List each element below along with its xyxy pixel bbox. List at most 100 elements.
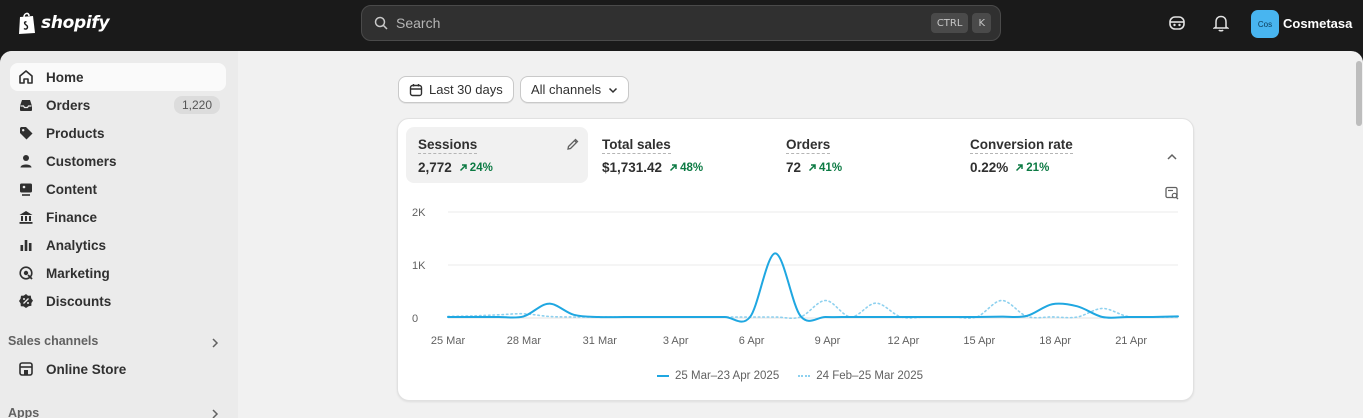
metric-delta-value: 24% <box>469 161 493 174</box>
x-tick-label: 3 Apr <box>663 335 689 347</box>
sidebar-item-label: Products <box>46 125 105 141</box>
metric-delta: 21% <box>1015 162 1049 174</box>
apps-label[interactable]: Apps <box>8 406 40 418</box>
home-icon <box>19 70 33 84</box>
metric-delta-value: 41% <box>819 161 843 174</box>
target-icon <box>19 266 33 280</box>
sidebar-item-customers[interactable]: Customers <box>10 147 226 175</box>
legend-swatch-previous <box>798 375 811 377</box>
date-range-button[interactable]: Last 30 days <box>398 76 514 103</box>
sidebar-item-label: Orders <box>46 97 91 113</box>
chart-legend: 25 Mar–23 Apr 2025 24 Feb–25 Mar 2025 <box>657 370 923 382</box>
series-line-previous <box>447 299 1179 320</box>
bank-icon <box>19 211 33 224</box>
inbox-icon <box>20 100 32 111</box>
legend-label-previous: 24 Feb–25 Mar 2025 <box>816 370 923 382</box>
series-line-current <box>447 252 1179 323</box>
y-tick-label: 1K <box>412 260 426 272</box>
metric-label: Sessions <box>418 137 478 154</box>
sidebar-item-analytics[interactable]: Analytics <box>10 231 226 259</box>
legend-swatch-current <box>657 375 669 377</box>
y-tick-label: 2K <box>412 207 426 219</box>
x-tick-label: 31 Mar <box>583 335 618 347</box>
calendar-icon <box>409 83 423 96</box>
metric-delta-value: 21% <box>1026 161 1050 174</box>
chevron-down-icon <box>609 87 618 93</box>
x-tick-label: 9 Apr <box>815 335 841 347</box>
sidebar-item-discounts[interactable]: Discounts <box>10 287 226 315</box>
sidekick-icon[interactable] <box>1167 13 1187 33</box>
top-bar: shopify Search CTRL K Cos Cosmetasa <box>0 0 1363 51</box>
page-scrollbar[interactable] <box>1355 51 1363 418</box>
metric-delta: 48% <box>669 162 703 174</box>
metric-conversion-rate[interactable]: Conversion rate 0.22% 21% <box>958 127 1140 183</box>
discount-icon <box>19 294 33 308</box>
store-icon <box>19 362 33 376</box>
x-tick-label: 21 Apr <box>1115 335 1147 347</box>
shopify-logo[interactable]: shopify <box>17 11 110 35</box>
metric-label: Total sales <box>602 137 671 154</box>
metric-delta: 41% <box>808 162 842 174</box>
metric-delta: 24% <box>459 162 493 174</box>
search-bar[interactable]: Search CTRL K <box>361 5 1001 41</box>
channels-dropdown[interactable]: All channels <box>520 76 630 103</box>
logo-text: shopify <box>41 13 110 33</box>
sidebar-item-label: Analytics <box>46 237 107 253</box>
metric-value: $1,731.42 <box>602 160 663 175</box>
date-range-label: Last 30 days <box>429 82 503 97</box>
metric-total-sales[interactable]: Total sales $1,731.42 48% <box>590 127 772 183</box>
sidebar-item-marketing[interactable]: Marketing <box>10 259 226 287</box>
store-name[interactable]: Cosmetasa <box>1283 16 1353 31</box>
arrow-up-right-icon <box>1016 164 1024 172</box>
person-icon <box>20 155 32 168</box>
bar-chart-icon <box>20 240 32 251</box>
sidebar-item-finance[interactable]: Finance <box>10 203 226 231</box>
sessions-chart: 2K 1K 0 25 Mar 28 Mar 31 Mar 3 Apr 6 Apr 9 Apr 12… <box>412 207 1179 347</box>
y-tick-label: 0 <box>412 313 418 325</box>
x-tick-label: 18 Apr <box>1039 335 1071 347</box>
avatar[interactable]: Cos <box>1251 10 1279 38</box>
metric-value: 2,772 <box>418 160 452 175</box>
search-placeholder: Search <box>396 15 441 31</box>
x-tick-label: 25 Mar <box>431 335 466 347</box>
shopify-bag-icon <box>19 12 35 34</box>
sidebar: Home Orders 1,220 Products Customers Con… <box>0 51 238 418</box>
arrow-up-right-icon <box>670 164 677 172</box>
sidebar-item-orders[interactable]: Orders 1,220 <box>10 91 226 119</box>
metric-sessions[interactable]: Sessions 2,772 24% <box>406 127 588 183</box>
x-tick-label: 6 Apr <box>739 335 765 347</box>
chevron-right-icon[interactable] <box>210 338 220 348</box>
sales-channels-label[interactable]: Sales channels <box>8 334 99 348</box>
metric-orders[interactable]: Orders 72 41% <box>774 127 956 183</box>
tag-icon <box>20 127 33 140</box>
x-tick-label: 28 Mar <box>507 335 542 347</box>
metric-value: 72 <box>786 160 802 175</box>
sidebar-item-label: Discounts <box>46 293 112 309</box>
sidebar-item-label: Marketing <box>46 265 110 281</box>
x-tick-label: 15 Apr <box>963 335 995 347</box>
sidebar-item-online-store[interactable]: Online Store <box>10 355 226 383</box>
chart-search-icon[interactable] <box>1165 186 1179 200</box>
sidebar-item-home[interactable]: Home <box>10 63 226 91</box>
kbd-k: K <box>972 13 991 33</box>
kbd-ctrl: CTRL <box>930 13 969 33</box>
sidebar-item-label: Finance <box>46 209 98 225</box>
x-tick-label: 12 Apr <box>887 335 919 347</box>
scroll-thumb[interactable] <box>1356 61 1362 126</box>
bell-icon[interactable] <box>1211 13 1231 33</box>
metric-value: 0.22% <box>970 160 1009 175</box>
analytics-card: Sessions 2,772 24% Total sales $1,731.42… <box>397 118 1194 401</box>
sidebar-item-content[interactable]: Content <box>10 175 226 203</box>
search-icon <box>374 16 388 30</box>
chevron-right-icon[interactable] <box>210 409 220 418</box>
arrow-up-right-icon <box>459 164 467 172</box>
chevron-up-icon[interactable] <box>1166 151 1178 163</box>
pencil-icon[interactable] <box>566 137 580 151</box>
arrow-up-right-icon <box>809 164 816 172</box>
metric-label: Conversion rate <box>970 137 1073 154</box>
channels-label: All channels <box>531 82 602 97</box>
metric-delta-value: 48% <box>680 161 704 174</box>
main-frame: Home Orders 1,220 Products Customers Con… <box>0 51 1363 418</box>
sidebar-item-products[interactable]: Products <box>10 119 226 147</box>
metric-label: Orders <box>786 137 831 154</box>
